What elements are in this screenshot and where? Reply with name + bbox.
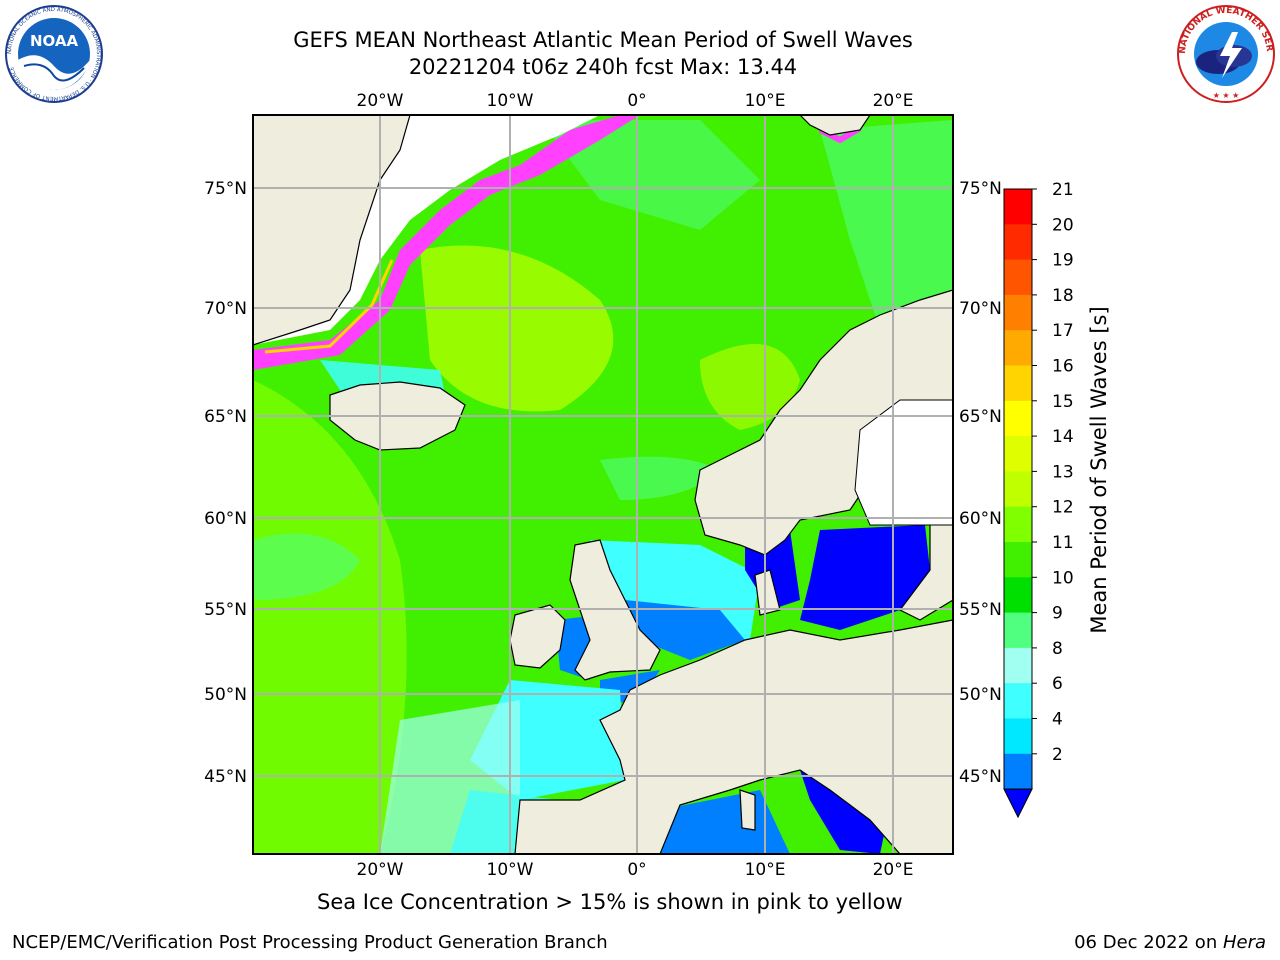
noaa-logo-text: NOAA (30, 32, 79, 50)
colorbar-segment (1004, 683, 1032, 719)
lon-label: 20°E (873, 860, 914, 880)
footer-credit: NCEP/EMC/Verification Post Processing Pr… (12, 932, 608, 953)
lat-label: 70°N (204, 299, 247, 319)
footer-host: Hera (1222, 932, 1266, 953)
footer-date: 06 Dec 2022 on Hera (1074, 932, 1266, 953)
colorbar-segment (1004, 259, 1032, 296)
lon-label: 0° (627, 860, 646, 880)
lat-label: 75°N (959, 179, 1002, 199)
colorbar-segment (1004, 400, 1032, 437)
lat-label: 65°N (204, 407, 247, 427)
svg-text:★ ★ ★: ★ ★ ★ (1213, 91, 1240, 100)
colorbar-segment (1004, 330, 1032, 366)
lat-label: 55°N (204, 600, 247, 620)
lat-labels-right: 75°N 70°N 65°N 60°N 55°N 50°N 45°N (959, 179, 1002, 787)
colorbar-tick-label: 8 (1052, 639, 1063, 659)
lat-label: 45°N (204, 767, 247, 787)
colorbar-tick-label: 6 (1052, 674, 1063, 694)
colorbar-tick-label: 11 (1052, 533, 1074, 553)
lat-labels-left: 75°N 70°N 65°N 60°N 55°N 50°N 45°N (204, 179, 247, 787)
lon-label: 10°W (487, 91, 534, 111)
masked-land-region (854, 399, 953, 526)
colorbar-tick-label: 12 (1052, 498, 1074, 518)
lon-label: 20°E (873, 91, 914, 111)
lat-label: 60°N (204, 509, 247, 529)
colorbar-tick-label: 4 (1052, 710, 1063, 730)
colorbar-tick-label: 20 (1052, 215, 1074, 235)
lon-label: 20°W (357, 91, 404, 111)
colorbar-tick-label: 19 (1052, 251, 1074, 271)
footer-date-text: 06 Dec 2022 on (1074, 932, 1223, 953)
lat-label: 65°N (959, 407, 1002, 427)
colorbar-tick-label: 2 (1052, 745, 1063, 765)
colorbar-segment (1004, 224, 1032, 261)
noaa-logo: NOAA NATIONAL OCEANIC AND ATMOSPHERIC AD… (5, 5, 103, 103)
colorbar-tick-label: 15 (1052, 392, 1074, 412)
map-frame (252, 114, 954, 855)
lat-label: 60°N (959, 509, 1002, 529)
colorbar-tick-label: 9 (1052, 604, 1063, 624)
colorbar: 21 20 19 18 17 16 15 14 13 12 11 10 9 8 6 4 2 (1003, 180, 1074, 819)
colorbar-segment (1004, 436, 1032, 472)
colorbar-extend-triangle (1003, 788, 1033, 819)
lon-label: 10°E (745, 91, 786, 111)
colorbar-segment (1004, 577, 1032, 614)
lon-labels-bottom: 20°W 10°W 0° 10°E 20°E (357, 860, 914, 880)
lat-label: 55°N (959, 600, 1002, 620)
lat-label: 45°N (959, 767, 1002, 787)
colorbar-tick-label: 21 (1052, 180, 1074, 200)
colorbar-frame (1003, 188, 1033, 790)
colorbar-tick-label: 16 (1052, 357, 1074, 377)
lat-label: 50°N (204, 685, 247, 705)
chart-title: GEFS MEAN Northeast Atlantic Mean Period… (293, 28, 913, 52)
colorbar-tick-label: 13 (1052, 462, 1074, 482)
lon-label: 10°W (487, 860, 534, 880)
lon-label: 20°W (357, 860, 404, 880)
colorbar-segment (1004, 471, 1032, 508)
lon-labels-top: 20°W 10°W 0° 10°E 20°E (357, 91, 914, 111)
colorbar-segment (1004, 753, 1032, 790)
colorbar-segment (1004, 612, 1032, 649)
colorbar-tick-label: 17 (1052, 321, 1074, 341)
lon-label: 10°E (745, 860, 786, 880)
chart-subtitle: 20221204 t06z 240h fcst Max: 13.44 (408, 55, 798, 79)
colorbar-segment (1004, 647, 1032, 684)
colorbar-segment (1004, 718, 1032, 755)
sea-ice-note: Sea Ice Concentration > 15% is shown in … (317, 890, 903, 914)
colorbar-segment (1004, 506, 1032, 543)
nws-logo: NATIONAL WEATHER SERVICE ★ ★ ★ (1176, 4, 1275, 103)
colorbar-label: Mean Period of Swell Waves [s] (1087, 306, 1111, 633)
colorbar-tick-label: 10 (1052, 568, 1074, 588)
lat-label: 75°N (204, 179, 247, 199)
colorbar-segment (1004, 542, 1032, 578)
colorbar-tick-label: 14 (1052, 427, 1074, 447)
map-area (253, 115, 953, 854)
colorbar-segment (1004, 189, 1032, 225)
lat-label: 50°N (959, 685, 1002, 705)
colorbar-tick-label: 18 (1052, 286, 1074, 306)
graticule (253, 115, 953, 854)
lon-label: 0° (627, 91, 646, 111)
lat-label: 70°N (959, 299, 1002, 319)
colorbar-segment (1004, 294, 1032, 331)
colorbar-segment (1004, 365, 1032, 402)
